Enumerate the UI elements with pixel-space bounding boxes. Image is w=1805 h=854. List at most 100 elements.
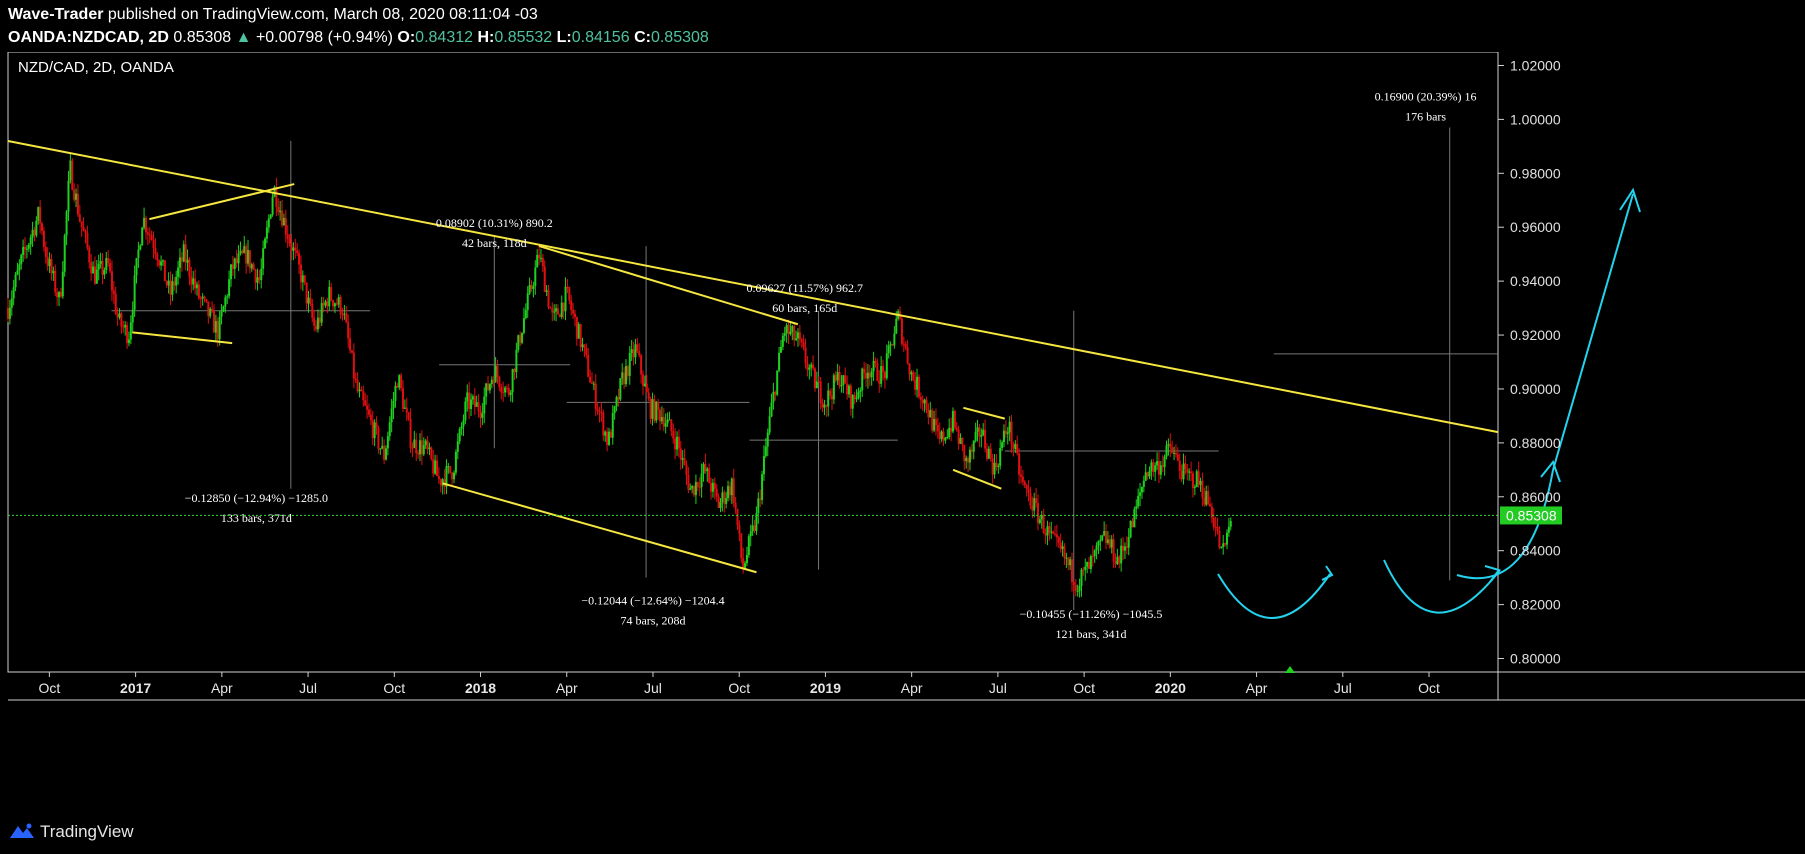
candle-body: [1071, 559, 1074, 583]
candle-body: [169, 280, 172, 295]
candle-body: [1002, 430, 1005, 443]
candle-body: [205, 298, 208, 302]
candle-body: [401, 388, 404, 409]
candle-body: [1029, 492, 1032, 506]
measurement-value: 0.08902 (10.31%) 890.2: [436, 216, 553, 230]
candle-body: [207, 301, 210, 317]
measurement-labels: 0.08902 (10.31%) 890.2 42 bars, 118d 0.096…: [185, 90, 1477, 642]
candle-body: [212, 311, 215, 333]
candle-body: [938, 431, 941, 440]
candle-body: [403, 407, 406, 409]
candle-body: [460, 426, 463, 429]
x-tick-label: Jul: [299, 680, 317, 696]
candle-body: [235, 258, 238, 264]
time-axis[interactable]: Oct 2017 Apr Jul Oct 2018 Apr Jul Oct 2019 Apr Jul O…: [38, 672, 1440, 696]
candle-body: [723, 492, 726, 504]
projection-arrows[interactable]: [1217, 187, 1641, 673]
y-tick-label: 0.98000: [1510, 165, 1561, 181]
candle-body: [439, 479, 442, 486]
candle-body: [1099, 540, 1102, 542]
candle-body: [415, 439, 418, 454]
candle-body: [895, 318, 898, 334]
candle-body: [787, 324, 790, 335]
candle-body: [1059, 542, 1062, 549]
candle-body: [961, 437, 964, 445]
x-tick-label: 2017: [120, 680, 151, 696]
candle-body: [194, 278, 197, 289]
candle-body: [1186, 468, 1189, 473]
candle-body: [156, 254, 159, 261]
candle-body: [889, 344, 892, 346]
candle-body: [967, 457, 970, 463]
candle-body: [659, 409, 662, 422]
candle-body: [1191, 473, 1194, 488]
chart-title: NZD/CAD, 2D, OANDA: [18, 59, 174, 76]
candle-body: [749, 531, 752, 537]
price-chart[interactable]: 0.08902 (10.31%) 890.2 42 bars, 118d 0.096…: [0, 51, 1805, 810]
candle-body: [676, 436, 679, 450]
author-name[interactable]: Wave-Trader: [8, 6, 104, 23]
symbol-label[interactable]: OANDA:NZDCAD, 2D: [8, 29, 169, 46]
candle-body: [893, 333, 896, 346]
candle-body: [271, 196, 274, 215]
candle-body: [226, 296, 229, 298]
trendlines[interactable]: [7, 139, 1499, 574]
candle-body: [919, 396, 922, 400]
candle-body: [874, 360, 877, 364]
candle-body: [485, 383, 488, 397]
candle-body: [829, 390, 832, 396]
candle-body: [498, 376, 501, 387]
candle-body: [110, 271, 113, 291]
candle-body: [526, 293, 529, 311]
candle-body: [1082, 569, 1085, 571]
triangle-marker-icon: [1285, 666, 1295, 673]
candle-body: [997, 465, 1000, 467]
candle-body: [216, 321, 219, 340]
candle-body: [844, 375, 847, 384]
candle-body: [581, 344, 584, 347]
candle-body: [607, 431, 610, 445]
candle-body: [677, 436, 680, 449]
trendline: [149, 183, 295, 221]
candle-body: [1055, 534, 1058, 538]
candle-body: [384, 448, 387, 460]
chart-area[interactable]: 0.08902 (10.31%) 890.2 42 bars, 118d 0.096…: [0, 51, 1805, 810]
candle-body: [18, 264, 21, 271]
candle-body: [144, 217, 147, 233]
candle-body: [1014, 444, 1017, 449]
candle-body: [933, 418, 936, 431]
candle-body: [1093, 550, 1096, 556]
candle-body: [333, 303, 336, 307]
candle-body: [84, 231, 87, 233]
candle-body: [284, 218, 287, 235]
candle-body: [1171, 447, 1174, 454]
candle-body: [632, 349, 635, 358]
candle-body: [708, 468, 711, 483]
price-axis[interactable]: 1.02000 1.00000 0.98000 0.96000 0.94000 0.920…: [8, 57, 1562, 667]
candle-body: [1074, 585, 1077, 591]
candle-body: [462, 420, 465, 427]
candle-body: [1023, 481, 1026, 486]
candle-body: [434, 460, 437, 474]
candle-body: [851, 395, 854, 409]
candle-body: [400, 375, 403, 389]
candle-body: [549, 307, 552, 309]
candle-body: [456, 441, 459, 452]
candle-body: [496, 365, 499, 377]
candle-body: [14, 274, 17, 288]
tradingview-brand[interactable]: TradingView: [40, 822, 134, 841]
candle-body: [301, 275, 304, 283]
arrowhead-icon: [1619, 187, 1641, 213]
candle-body: [105, 257, 108, 270]
candle-body: [1176, 454, 1179, 461]
y-tick-label: 0.94000: [1510, 273, 1561, 289]
candle-body: [1088, 561, 1091, 569]
candle-body: [428, 447, 431, 450]
candle-body: [579, 324, 582, 347]
trendline: [7, 139, 1499, 434]
candle-body: [152, 240, 155, 249]
candle-body: [951, 411, 954, 432]
candle-body: [1129, 520, 1132, 538]
tradingview-logo-icon[interactable]: [8, 820, 36, 842]
trendline: [442, 482, 757, 574]
